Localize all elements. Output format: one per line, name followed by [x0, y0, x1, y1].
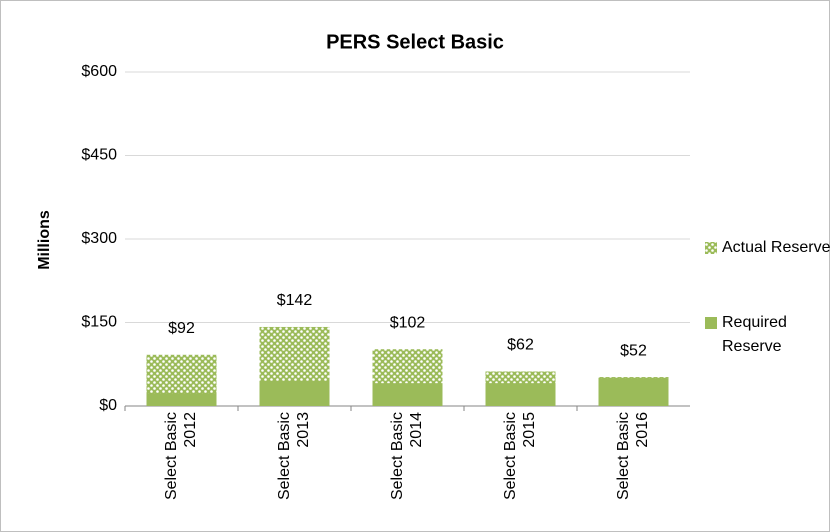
data-label: $102 [390, 314, 426, 331]
y-axis-label: Millions [36, 210, 53, 270]
x-tick-label: Select Basic 2013 [275, 412, 312, 501]
y-tick-label: $150 [81, 314, 117, 331]
legend-label: Actual Reserve [722, 239, 830, 256]
bar [146, 393, 217, 406]
data-label: $142 [277, 292, 313, 309]
x-tick-label: Select Basic 2015 [501, 412, 538, 501]
chart-title: PERS Select Basic [326, 31, 504, 53]
data-label: $52 [620, 342, 647, 359]
x-tick-label: Select Basic 2014 [388, 412, 425, 501]
legend-swatch [705, 317, 717, 329]
bar [598, 378, 669, 406]
bar [485, 383, 556, 406]
y-tick-label: $300 [81, 230, 117, 247]
y-tick-label: $450 [81, 147, 117, 164]
bar [259, 380, 330, 406]
legend-swatch [705, 242, 717, 254]
data-label: $92 [168, 320, 195, 337]
legend-label: Required Reserve [722, 314, 787, 355]
y-tick-label: $600 [81, 63, 117, 80]
x-tick-label: Select Basic 2012 [162, 412, 199, 501]
x-tick-label: Select Basic 2016 [614, 412, 651, 501]
y-tick-label: $0 [99, 397, 117, 414]
data-label: $62 [507, 337, 534, 354]
bar [372, 383, 443, 406]
